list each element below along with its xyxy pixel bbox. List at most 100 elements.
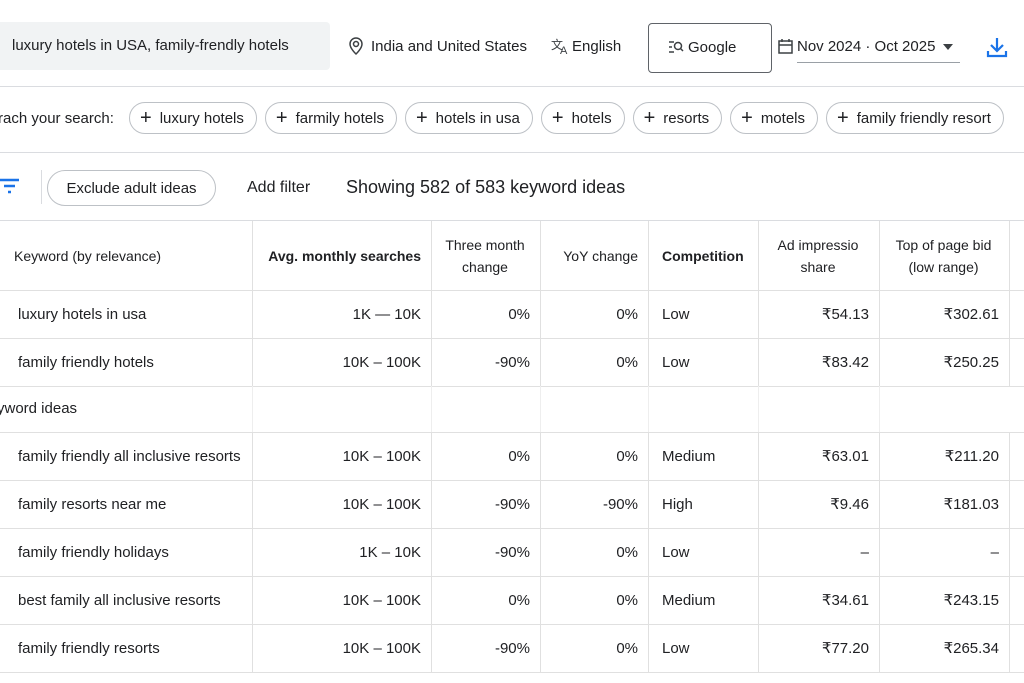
cell: ₹265.34 (880, 624, 1010, 672)
svg-text:A: A (560, 45, 568, 55)
plus-icon: + (140, 107, 152, 129)
cell-text: 1K – 10K (359, 543, 421, 561)
cell-text: – (990, 543, 999, 561)
cell: Low (649, 290, 759, 338)
divider (0, 220, 1024, 221)
add-filter[interactable]: Add filter (247, 179, 311, 196)
cell: 0% (541, 290, 649, 338)
cell: Medium (649, 432, 759, 480)
chip-label[interactable]: motels (760, 109, 805, 127)
table-row[interactable]: family resorts near me 10K – 100K -90% -90%… (0, 480, 1024, 529)
filter-icon[interactable] (0, 178, 20, 194)
cell-divider (431, 386, 432, 432)
cell-text: family friendly holidays (18, 543, 169, 561)
cell: 1K – 10K (253, 528, 432, 576)
date-range[interactable]: Nov 2024 · Oct 2025 (797, 38, 936, 55)
column-header[interactable]: Avg. monthly searches (268, 247, 421, 264)
cell: – (880, 528, 1010, 576)
chip-label[interactable]: farmily hotels (295, 109, 384, 127)
cell: -90% (432, 528, 541, 576)
table-row[interactable]: best family all inclusive resorts 10K – 1… (0, 576, 1024, 625)
cell: Top of page bid (low range) (880, 221, 1010, 290)
chip-label[interactable]: family friendly resort (856, 109, 991, 127)
cell: best family all inclusive resorts (0, 576, 253, 624)
column-header[interactable]: Keyword (by relevance) (14, 247, 162, 264)
chip-label[interactable]: hotels in usa (435, 109, 520, 127)
table-row[interactable]: luxury hotels in usa 1K — 10K 0% 0% Low ₹54.1… (0, 290, 1024, 339)
search-query[interactable]: luxury hotels in USA, family-frendly hot… (12, 37, 289, 54)
cell-text: 10K – 100K (342, 495, 421, 513)
table-row[interactable]: family friendly holidays 1K – 10K -90% 0% Lo… (0, 528, 1024, 577)
search-box[interactable]: luxury hotels in USA, family-frendly hot… (0, 22, 330, 70)
chip-label[interactable]: luxury hotels (159, 109, 244, 127)
chip[interactable]: + resorts (632, 102, 723, 134)
cell: Avg. monthly searches (253, 221, 432, 290)
cell: Competition (649, 221, 759, 290)
network-button[interactable]: Google (648, 23, 772, 73)
cell-text: family friendly all inclusive resorts (18, 447, 241, 465)
chip[interactable]: + farmily hotels (264, 102, 397, 134)
chip[interactable]: + hotels (540, 102, 625, 134)
cell-text: best family all inclusive resorts (18, 591, 221, 609)
chip-label[interactable]: resorts (663, 109, 710, 127)
cell-text: 0% (508, 305, 530, 323)
cell: family friendly hotels (0, 338, 253, 386)
table-row[interactable]: family friendly all inclusive resorts 10K… (0, 432, 1024, 481)
exclude-label[interactable]: Exclude adult ideas (66, 179, 197, 197)
cell-text: Low (662, 353, 690, 371)
cell: 1K — 10K (253, 290, 432, 338)
cell-text: 10K – 100K (342, 447, 421, 465)
cell-text: ₹77.20 (821, 640, 869, 657)
cell-text: Medium (662, 591, 716, 609)
cell: 0% (432, 432, 541, 480)
result-count: Showing 582 of 583 keyword ideas (346, 177, 626, 197)
dropdown-arrow[interactable] (943, 44, 953, 50)
table-row[interactable]: family friendly resorts 10K – 100K -90% 0% L… (0, 624, 1024, 673)
location-icon (349, 37, 363, 55)
chip-label[interactable]: hotels (571, 109, 612, 127)
chip[interactable]: + family friendly resort (826, 102, 1004, 134)
keyword-table: Keyword (by relevance) Avg. monthly searc… (0, 221, 1024, 683)
cell: -90% (432, 624, 541, 672)
column-header[interactable]: Ad impressio share (777, 236, 859, 275)
table-row[interactable]: family friendly hotels 10K – 100K -90% 0% Lo… (0, 338, 1024, 387)
cell: 0% (541, 576, 649, 624)
column-header[interactable]: Top of page bid (low range) (895, 236, 992, 275)
language[interactable]: English (572, 38, 622, 55)
network[interactable]: Google (688, 39, 737, 56)
cell-text: -90% (602, 495, 638, 513)
cell-text: ₹9.46 (830, 496, 869, 513)
cell-divider (540, 386, 541, 432)
column-header[interactable]: Competition (662, 247, 744, 264)
cell: Low (649, 338, 759, 386)
cell: -90% (432, 338, 541, 386)
column-header[interactable]: Three month change (445, 236, 525, 275)
chip[interactable]: + motels (730, 102, 818, 134)
cell-text: 0% (508, 591, 530, 609)
divider (0, 86, 1024, 87)
chip[interactable]: + hotels in usa (404, 102, 533, 134)
network-icon (669, 41, 684, 53)
cell-text: family resorts near me (18, 495, 167, 513)
download-icon[interactable] (986, 36, 1008, 58)
cell-text: ₹83.42 (821, 354, 869, 371)
cell-text: 0% (616, 447, 638, 465)
cell: – (759, 528, 880, 576)
cell-text: Low (662, 543, 690, 561)
chip[interactable]: + luxury hotels (129, 102, 257, 134)
cell: Keyword (by relevance) (0, 221, 253, 290)
cell-text: High (662, 495, 693, 513)
cell: Low (649, 624, 759, 672)
cell: Medium (649, 576, 759, 624)
cell-text: 0% (508, 447, 530, 465)
cell-text: 0% (616, 639, 638, 657)
cell-text: ₹34.61 (821, 592, 869, 609)
exclude-button[interactable]: Exclude adult ideas (47, 170, 216, 206)
cell: family friendly holidays (0, 528, 253, 576)
location[interactable]: India and United States (371, 38, 527, 55)
section-label: yword ideas (0, 400, 78, 417)
column-header[interactable]: YoY change (563, 247, 638, 264)
cell-divider (758, 386, 759, 432)
cell: ₹83.42 (759, 338, 880, 386)
